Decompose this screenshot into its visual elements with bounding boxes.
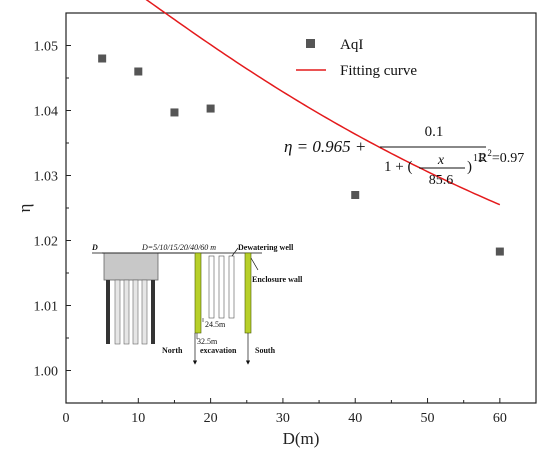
data-point <box>351 191 360 199</box>
legend: AqI Fitting curve <box>296 37 417 79</box>
x-tick-label: 40 <box>348 411 362 426</box>
data-point <box>495 247 504 256</box>
equation-r2: R2=0.97 <box>478 148 524 166</box>
inset-schematic: D D=5/10/15/20/40/60 m Dewatering well E… <box>91 243 303 365</box>
inset-enclosure-label: Enclosure wall <box>252 275 303 284</box>
x-tick-label: 50 <box>421 411 435 426</box>
equation-den-suffix: ) <box>467 159 472 175</box>
fit-equation: η = 0.965 + 0.1 1 + ( x 85.6 ) 1.2 R2=0.… <box>284 124 524 188</box>
r2-label: R <box>478 151 488 166</box>
inset-enclosure-wall-north <box>194 252 202 334</box>
legend-label-fit: Fitting curve <box>340 63 417 79</box>
inset-pile <box>123 279 130 345</box>
inset-d-label: D <box>91 243 98 252</box>
inset-building-block <box>103 252 159 281</box>
inset-south-label: South <box>255 346 276 355</box>
inset-pile <box>141 279 148 345</box>
legend-label-aqi: AqI <box>340 37 363 53</box>
equation-frac-x: x <box>437 153 445 168</box>
data-point <box>170 108 179 117</box>
y-axis-title: η <box>15 204 34 213</box>
x-tick-label: 30 <box>276 411 290 426</box>
x-tick-label: 20 <box>204 411 218 426</box>
fitting-curve-line <box>145 0 501 206</box>
y-tick-label: 1.03 <box>34 170 59 185</box>
x-tick-label: 0 <box>63 411 70 426</box>
y-tick-label: 1.04 <box>34 105 59 120</box>
r2-superscript: 2 <box>487 148 492 158</box>
legend-marker-aqi <box>306 39 315 48</box>
inset-dewatering-well <box>218 255 225 319</box>
inset-leader-enclosure <box>250 257 259 271</box>
inset-leader-dewatering <box>231 247 239 257</box>
inset-d-values: D=5/10/15/20/40/60 m <box>141 243 216 252</box>
inset-dewatering-well <box>208 255 215 319</box>
inset-pile <box>106 280 110 344</box>
y-tick-label: 1.00 <box>34 365 59 380</box>
data-point <box>206 104 215 113</box>
inset-dewatering-label: Dewatering well <box>238 243 294 252</box>
equation-lhs: η = 0.965 + <box>284 137 366 156</box>
data-point <box>134 67 143 76</box>
x-tick-label: 10 <box>131 411 145 426</box>
axis-tick-labels: 0 10 20 30 40 50 60 1.00 1.01 1.02 1.03 1.04 1.05 <box>34 40 507 427</box>
equation-exponent: 1.2 <box>473 153 486 164</box>
inset-dim-outer: 32.5m <box>197 337 218 346</box>
inset-excavation-label: excavation <box>200 346 237 355</box>
inset-dewatering-well <box>228 255 235 319</box>
r2-value: =0.97 <box>492 151 524 166</box>
axis-ticks <box>65 45 501 403</box>
inset-enclosure-wall-south <box>244 252 252 334</box>
y-tick-label: 1.02 <box>34 235 59 250</box>
y-tick-label: 1.05 <box>34 40 59 55</box>
y-tick-label: 1.01 <box>34 300 59 315</box>
aqi-points <box>98 54 504 256</box>
x-axis-title: D(m) <box>283 429 320 448</box>
inset-north-label: North <box>162 346 183 355</box>
equation-den-prefix: 1 + ( <box>384 159 412 175</box>
inset-pile <box>132 279 139 345</box>
x-tick-label: 60 <box>493 411 507 426</box>
inset-pile <box>114 279 121 345</box>
inset-dim-inner: 24.5m <box>205 320 226 329</box>
inset-pile <box>151 280 155 344</box>
equation-frac-c: 85.6 <box>429 173 454 188</box>
equation-numerator: 0.1 <box>425 124 444 140</box>
data-point <box>98 54 107 63</box>
